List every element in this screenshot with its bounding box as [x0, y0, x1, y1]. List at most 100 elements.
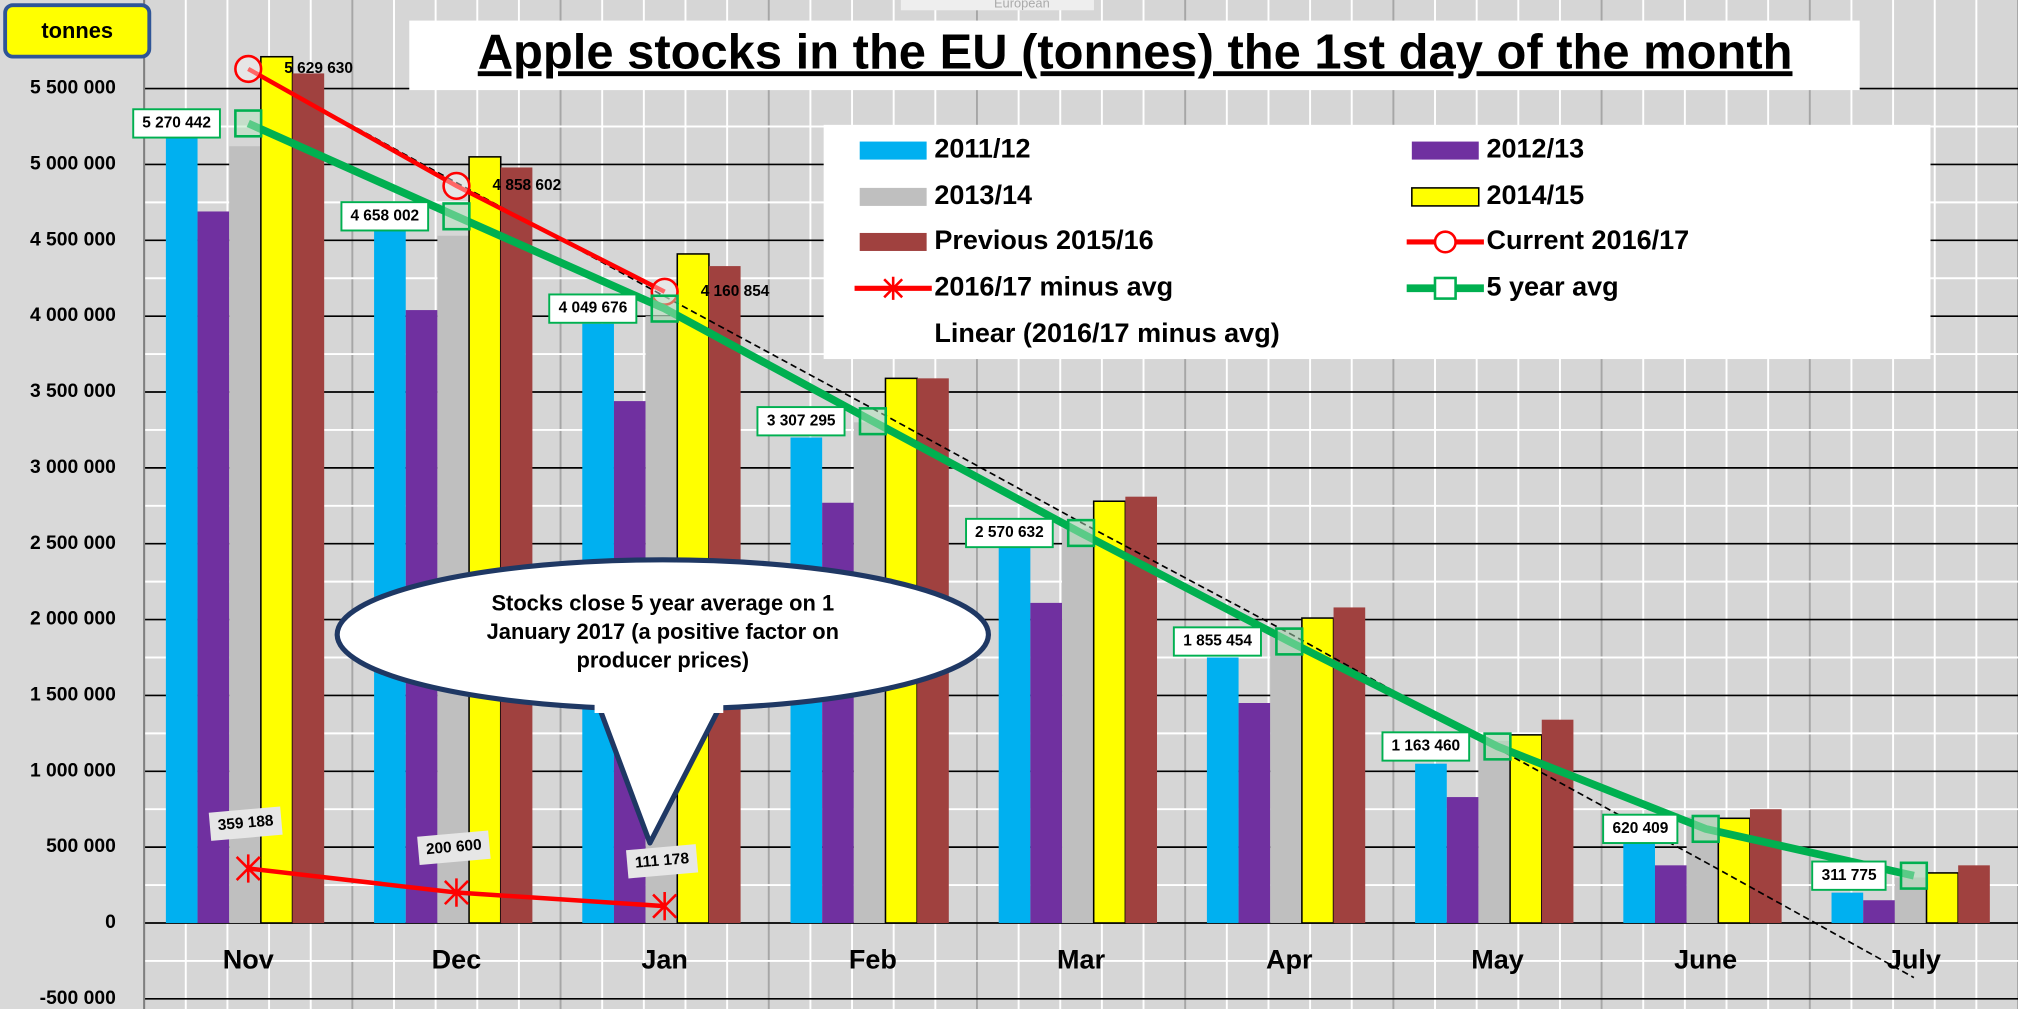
data-label: 620 409 — [1613, 820, 1669, 837]
bar — [1541, 719, 1574, 923]
line — [247, 66, 666, 294]
data-label: 4 160 854 — [701, 283, 770, 300]
bar — [1478, 740, 1511, 923]
data-label: 4 658 002 — [350, 207, 419, 224]
bar — [165, 134, 198, 923]
label-box — [208, 806, 283, 841]
y-tick-label: 3 000 000 — [30, 457, 116, 478]
x-tick-label: Feb — [849, 945, 897, 975]
legend-label: Previous 2015/16 — [934, 225, 1153, 255]
bar — [1030, 602, 1063, 923]
marker — [234, 54, 263, 84]
bar — [822, 502, 854, 923]
bar — [229, 146, 261, 923]
y-label-box — [3, 3, 152, 59]
bar — [260, 55, 294, 924]
legend-box — [823, 124, 1931, 360]
bar — [1238, 703, 1271, 923]
legend-swatch — [859, 232, 927, 251]
x-tick-label: Dec — [432, 945, 482, 975]
callout-join — [594, 694, 724, 713]
bar — [1206, 657, 1239, 923]
title-box — [409, 20, 1860, 91]
bar — [1333, 607, 1366, 923]
data-label: 1 163 460 — [1391, 738, 1460, 755]
bar — [1415, 763, 1447, 923]
marker — [442, 171, 471, 201]
label-box — [1381, 731, 1471, 762]
bar — [1925, 872, 1959, 924]
bar — [1831, 892, 1864, 923]
bar — [1062, 528, 1094, 923]
x-tick-label: Jan — [641, 945, 688, 975]
y-tick-label: 4 500 000 — [30, 229, 116, 250]
data-label: 111 178 — [634, 850, 690, 872]
labels: 5 629 630 4 858 602 4 160 854 5 270 442 4 65… — [132, 60, 1887, 891]
legend-label: 2014/15 — [1486, 180, 1584, 210]
legend-marker — [883, 276, 904, 300]
data-label: 311 775 — [1822, 867, 1877, 884]
bar — [1301, 617, 1335, 924]
marker — [1483, 732, 1512, 761]
legend-swatch — [859, 141, 927, 160]
data-label: 5 629 630 — [284, 60, 353, 77]
y-tick-label: 2 000 000 — [30, 609, 116, 630]
bar — [1623, 839, 1655, 923]
marker — [858, 407, 888, 436]
legend-label: Linear (2016/17 minus avg) — [934, 318, 1279, 348]
x-tick-label: June — [1674, 945, 1737, 975]
data-label: 4 049 676 — [559, 300, 628, 317]
y-tick-label: 2 500 000 — [30, 533, 116, 554]
y-tick-label: 0 — [105, 912, 116, 933]
bar — [468, 156, 502, 924]
bar — [998, 543, 1031, 923]
label-box — [132, 108, 221, 139]
label-box — [1172, 626, 1262, 657]
legend-swatch — [859, 187, 927, 206]
callout: Stocks close 5 year average on 1 January … — [334, 557, 991, 846]
y-tick-label: 1 000 000 — [30, 760, 116, 781]
label-box — [965, 517, 1054, 549]
marker — [1899, 861, 1929, 890]
bar — [197, 211, 230, 923]
legend-label: 5 year avg — [1486, 271, 1618, 301]
bar — [1446, 797, 1479, 923]
bar — [1270, 627, 1302, 923]
x-tick-label: July — [1887, 945, 1941, 975]
marker — [1066, 518, 1096, 548]
y-tick-label: 3 500 000 — [30, 381, 116, 402]
marker — [442, 202, 471, 231]
data-label: 2 570 632 — [975, 524, 1044, 541]
watermark: European — [994, 0, 1050, 10]
legend-label: 2012/13 — [1486, 134, 1584, 164]
legend-swatch — [1411, 187, 1480, 207]
label-group: 111 178 — [626, 844, 699, 879]
data-label: 359 188 — [217, 812, 274, 834]
bar — [1958, 865, 1990, 923]
callout-text: Stocks close 5 year average on 1 — [491, 591, 834, 616]
callout-text: producer prices) — [577, 647, 750, 672]
y-tick-label: 500 000 — [46, 836, 116, 857]
marker — [1691, 814, 1720, 844]
y-tick-label: 4 000 000 — [30, 305, 116, 326]
y-tick-label: -500 000 — [40, 988, 116, 1009]
y-axis-label: tonnes — [41, 18, 113, 43]
legend-marker — [1433, 276, 1457, 300]
bar — [1509, 734, 1543, 924]
bar — [500, 167, 533, 923]
bar — [1863, 900, 1895, 923]
legend-label: 2011/12 — [934, 134, 1030, 164]
label-group: 359 188 — [208, 806, 283, 841]
bar — [374, 228, 406, 923]
data-label: 5 270 442 — [142, 114, 211, 131]
data-label: 1 855 454 — [1183, 633, 1252, 650]
chart-title: Apple stocks in the EU (tonnes) the 1st … — [478, 25, 1793, 79]
bar — [292, 73, 325, 923]
label-box — [1811, 860, 1887, 891]
marker — [234, 109, 263, 138]
legend: 2011/12 2012/13 2013/14 2014/15 Previous 201… — [854, 134, 1689, 348]
y-tick-label: 5 500 000 — [30, 78, 116, 99]
y-tick-label: 1 500 000 — [30, 685, 116, 706]
label-box — [626, 844, 699, 879]
